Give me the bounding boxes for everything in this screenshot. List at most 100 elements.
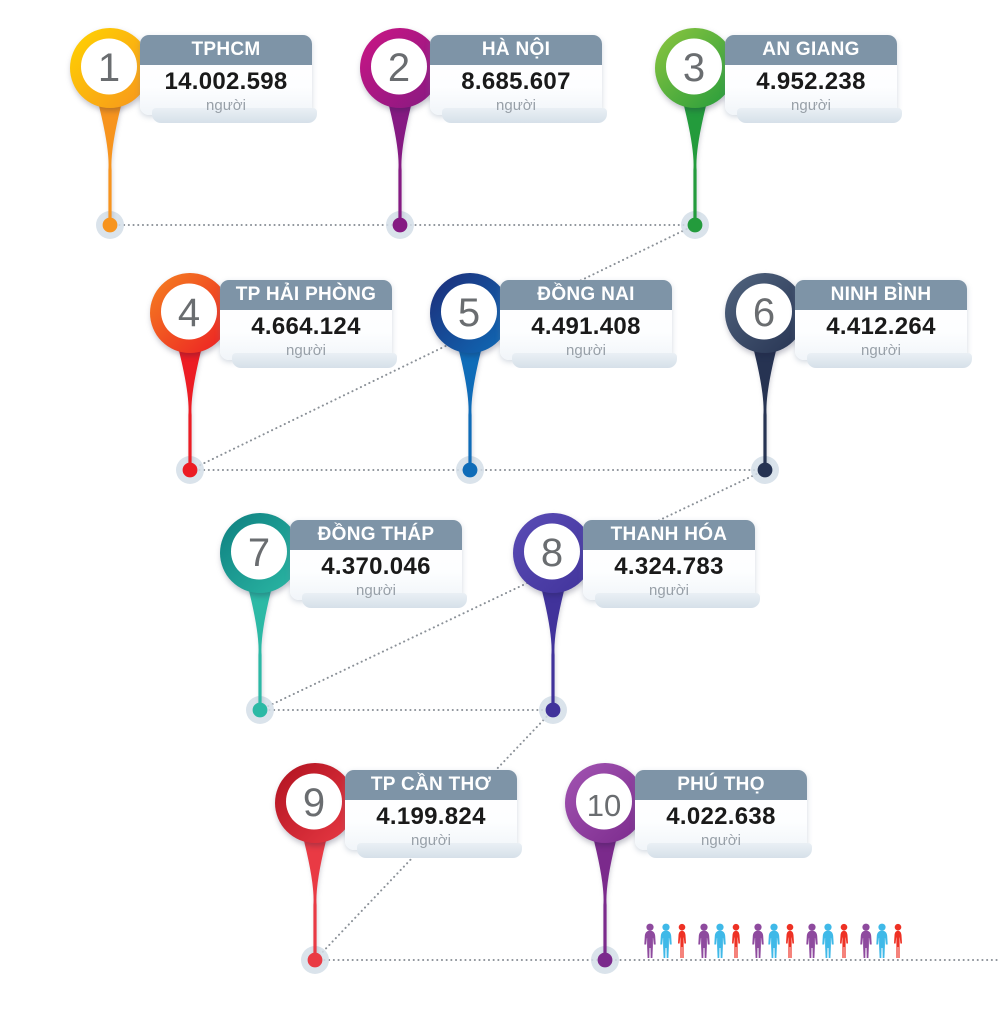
population-value: 4.022.638	[666, 803, 776, 830]
person-icon	[840, 923, 848, 958]
province-name: ĐỒNG NAI	[500, 280, 672, 310]
person-icon	[714, 923, 726, 958]
population-value: 4.952.238	[756, 68, 866, 95]
population-unit: người	[701, 832, 741, 849]
province-pin-group: ĐỒNG THÁP 4.370.046 người 7	[215, 511, 467, 731]
map-pin-icon: 10	[565, 763, 645, 974]
info-card: ĐỒNG THÁP 4.370.046 người	[290, 520, 467, 608]
pin-stem	[302, 833, 328, 954]
person-icon	[860, 923, 872, 958]
pin-stem	[592, 833, 618, 954]
province-pin-group: THANH HÓA 4.324.783 người 8	[508, 511, 760, 731]
pin-inner-circle	[441, 283, 497, 340]
pin-stem	[540, 583, 566, 704]
population-unit: người	[356, 582, 396, 599]
population-value: 4.370.046	[321, 553, 431, 580]
rank-number: 5	[458, 291, 480, 335]
population-unit: người	[566, 342, 606, 359]
province-pin-group: TP CẦN THƠ 4.199.824 người 9	[270, 761, 522, 981]
pin-tip-dot	[462, 462, 478, 478]
province-name: THANH HÓA	[583, 520, 755, 550]
connector-dotted-line	[189, 224, 696, 471]
info-card: TP CẦN THƠ 4.199.824 người	[345, 770, 522, 858]
pin-inner-circle	[666, 38, 722, 95]
rank-number: 3	[683, 46, 705, 90]
province-name: HÀ NỘI	[430, 35, 602, 65]
person-icon	[678, 923, 686, 958]
rank-number: 7	[248, 531, 270, 575]
pin-tip-dot	[687, 217, 703, 233]
province-pin-group: TP HẢI PHÒNG 4.664.124 người 4	[145, 271, 397, 491]
pin-tip-dot	[182, 462, 198, 478]
province-pin-group: TPHCM 14.002.598 người 1	[65, 26, 317, 246]
population-unit: người	[649, 582, 689, 599]
province-name: TP HẢI PHÒNG	[220, 280, 392, 310]
info-card: HÀ NỘI 8.685.607 người	[430, 35, 607, 123]
pin-stem	[177, 343, 203, 464]
connector-dotted-line	[259, 469, 766, 711]
connector-dotted-line	[314, 709, 554, 961]
map-pin-icon: 4	[150, 273, 230, 484]
population-value: 4.491.408	[531, 313, 641, 340]
pin-tip-dot	[102, 217, 118, 233]
person-icon	[698, 923, 710, 958]
info-card: NINH BÌNH 4.412.264 người	[795, 280, 972, 368]
person-icon	[806, 923, 818, 958]
population-value: 4.412.264	[826, 313, 936, 340]
rank-number: 4	[178, 291, 200, 335]
province-name: ĐỒNG THÁP	[290, 520, 462, 550]
rank-number: 6	[753, 291, 775, 335]
info-card: THANH HÓA 4.324.783 người	[583, 520, 760, 608]
pin-tip-dot	[545, 702, 561, 718]
rank-number: 10	[587, 788, 621, 823]
pin-stem	[682, 98, 708, 219]
province-pin-group: ĐỒNG NAI 4.491.408 người 5	[425, 271, 677, 491]
info-card: AN GIANG 4.952.238 người	[725, 35, 902, 123]
person-icon	[752, 923, 764, 958]
province-pin-group: NINH BÌNH 4.412.264 người 6	[720, 271, 972, 491]
person-icon	[732, 923, 740, 958]
pin-inner-circle	[231, 523, 287, 580]
province-name: TPHCM	[140, 35, 312, 65]
person-icon	[786, 923, 794, 958]
pin-tip-dot	[392, 217, 408, 233]
province-name: AN GIANG	[725, 35, 897, 65]
rank-number: 1	[98, 46, 120, 90]
pin-inner-circle	[286, 773, 342, 830]
pin-inner-circle	[736, 283, 792, 340]
population-value: 14.002.598	[164, 68, 288, 95]
pin-inner-circle	[161, 283, 217, 340]
population-value: 8.685.607	[461, 68, 571, 95]
map-pin-icon: 6	[725, 273, 805, 484]
population-value: 4.664.124	[251, 313, 361, 340]
population-unit: người	[496, 97, 536, 114]
info-card: TPHCM 14.002.598 người	[140, 35, 317, 123]
pin-stem	[387, 98, 413, 219]
population-value: 4.324.783	[614, 553, 724, 580]
pin-inner-circle	[371, 38, 427, 95]
map-pin-icon: 8	[513, 513, 593, 724]
person-icon	[894, 923, 902, 958]
info-card: ĐỒNG NAI 4.491.408 người	[500, 280, 677, 368]
person-icon	[822, 923, 834, 958]
province-pin-group: HÀ NỘI 8.685.607 người 2	[355, 26, 607, 246]
province-name: NINH BÌNH	[795, 280, 967, 310]
population-unit: người	[861, 342, 901, 359]
pin-tip-dot	[252, 702, 268, 718]
population-unit: người	[791, 97, 831, 114]
map-pin-icon: 7	[220, 513, 300, 724]
population-unit: người	[286, 342, 326, 359]
province-name: TP CẦN THƠ	[345, 770, 517, 800]
pin-stem	[97, 98, 123, 219]
province-pin-group: PHÚ THỌ 4.022.638 người 10	[560, 761, 812, 981]
pin-stem	[457, 343, 483, 464]
population-unit: người	[206, 97, 246, 114]
map-pin-icon: 2	[360, 28, 440, 239]
pin-tip-dot	[597, 952, 613, 968]
pin-inner-circle	[81, 38, 137, 95]
rank-number: 9	[303, 781, 325, 825]
pin-stem	[752, 343, 778, 464]
map-pin-icon: 5	[430, 273, 510, 484]
map-pin-icon: 1	[70, 28, 150, 239]
